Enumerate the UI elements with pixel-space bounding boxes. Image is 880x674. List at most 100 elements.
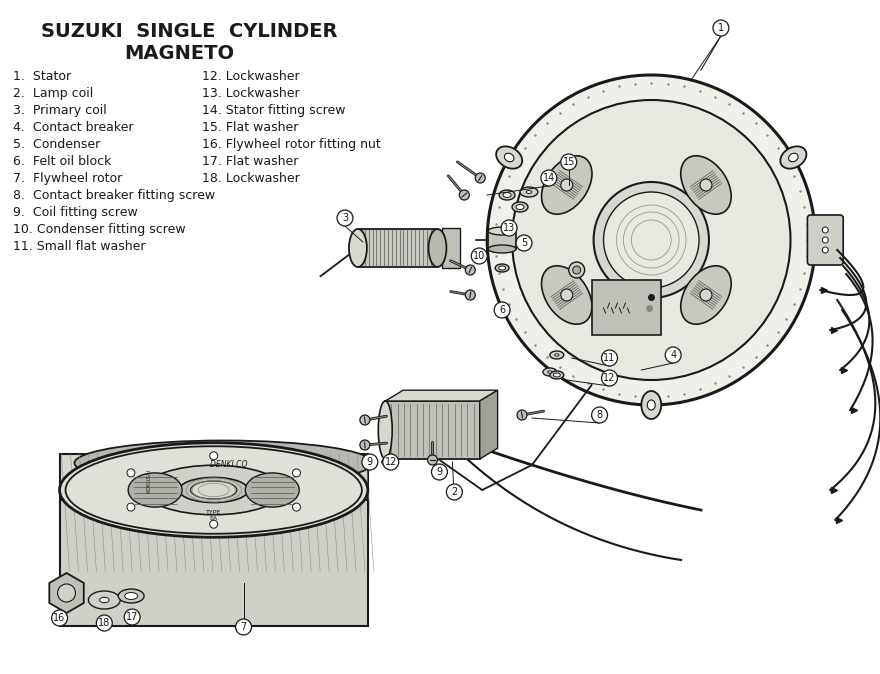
Text: 11. Small flat washer: 11. Small flat washer — [13, 240, 145, 253]
Text: 2.  Lamp coil: 2. Lamp coil — [13, 87, 93, 100]
Text: 12: 12 — [604, 373, 616, 383]
Circle shape — [292, 503, 300, 511]
Circle shape — [360, 440, 370, 450]
Circle shape — [573, 266, 581, 274]
Circle shape — [124, 609, 140, 625]
Polygon shape — [591, 280, 661, 335]
Circle shape — [472, 248, 488, 264]
Ellipse shape — [541, 156, 592, 214]
Text: 10: 10 — [473, 251, 486, 261]
Circle shape — [822, 247, 828, 253]
Circle shape — [475, 173, 485, 183]
Bar — [358, 229, 437, 267]
Circle shape — [568, 262, 584, 278]
Ellipse shape — [488, 245, 516, 253]
Text: 2: 2 — [451, 487, 458, 497]
Circle shape — [561, 154, 576, 170]
Bar — [385, 401, 480, 459]
Circle shape — [541, 170, 557, 186]
Circle shape — [604, 192, 699, 288]
Text: 14. Stator fitting screw: 14. Stator fitting screw — [202, 104, 345, 117]
Ellipse shape — [648, 400, 656, 410]
Text: 1.  Stator: 1. Stator — [13, 70, 71, 83]
Ellipse shape — [550, 351, 564, 359]
Circle shape — [501, 220, 517, 236]
Ellipse shape — [554, 373, 561, 377]
Ellipse shape — [246, 473, 299, 507]
Circle shape — [459, 190, 469, 200]
Ellipse shape — [75, 441, 373, 485]
Ellipse shape — [144, 465, 283, 515]
Text: 8.  Contact breaker fitting screw: 8. Contact breaker fitting screw — [13, 189, 215, 202]
Circle shape — [383, 454, 399, 470]
Text: 15. Flat washer: 15. Flat washer — [202, 121, 298, 134]
Ellipse shape — [179, 477, 248, 503]
Circle shape — [209, 520, 217, 528]
Circle shape — [822, 227, 828, 233]
Circle shape — [127, 503, 135, 511]
Text: 18: 18 — [99, 618, 111, 628]
Text: 1: 1 — [718, 23, 724, 33]
Text: 3: 3 — [342, 213, 348, 223]
Text: 13: 13 — [503, 223, 515, 233]
Text: 15: 15 — [562, 157, 575, 167]
Ellipse shape — [382, 458, 393, 466]
Circle shape — [446, 484, 462, 500]
Circle shape — [236, 619, 252, 635]
Ellipse shape — [499, 266, 506, 270]
Circle shape — [700, 179, 712, 191]
Text: 12. Lockwasher: 12. Lockwasher — [202, 70, 299, 83]
Circle shape — [822, 237, 828, 243]
Ellipse shape — [99, 597, 109, 603]
Text: 17. Flat washer: 17. Flat washer — [202, 155, 298, 168]
Text: 9: 9 — [436, 467, 443, 477]
Circle shape — [495, 302, 510, 318]
Text: 11: 11 — [604, 353, 616, 363]
Ellipse shape — [642, 391, 661, 419]
Text: 5.  Condenser: 5. Condenser — [13, 138, 100, 151]
Text: 17: 17 — [126, 612, 138, 622]
Text: 9: 9 — [367, 457, 373, 467]
Text: 5: 5 — [521, 238, 527, 248]
Text: 4: 4 — [670, 350, 676, 360]
Ellipse shape — [495, 264, 509, 272]
Text: 10. Condenser fitting screw: 10. Condenser fitting screw — [13, 223, 186, 236]
Circle shape — [292, 469, 300, 477]
Circle shape — [602, 350, 618, 366]
Ellipse shape — [191, 481, 237, 499]
Ellipse shape — [378, 401, 392, 459]
Ellipse shape — [499, 190, 515, 200]
Circle shape — [466, 265, 475, 275]
Circle shape — [602, 370, 618, 386]
Circle shape — [337, 210, 353, 226]
Ellipse shape — [385, 460, 391, 464]
FancyBboxPatch shape — [808, 215, 843, 265]
Circle shape — [517, 410, 527, 420]
Circle shape — [665, 347, 681, 363]
Circle shape — [97, 615, 113, 631]
Text: MAGNETO: MAGNETO — [124, 44, 234, 63]
Circle shape — [561, 289, 573, 301]
Ellipse shape — [118, 589, 144, 603]
Ellipse shape — [429, 229, 446, 267]
Ellipse shape — [547, 371, 552, 373]
Ellipse shape — [550, 371, 564, 379]
Polygon shape — [480, 390, 497, 459]
Circle shape — [362, 454, 378, 470]
Ellipse shape — [554, 354, 559, 356]
Text: TYPE
EA: TYPE EA — [206, 510, 222, 520]
Text: 6.  Felt oil block: 6. Felt oil block — [13, 155, 111, 168]
Ellipse shape — [541, 266, 592, 324]
Ellipse shape — [520, 187, 538, 197]
Polygon shape — [385, 390, 497, 401]
Ellipse shape — [504, 153, 514, 162]
Text: 13. Lockwasher: 13. Lockwasher — [202, 87, 299, 100]
Text: 16: 16 — [54, 613, 66, 623]
Ellipse shape — [788, 153, 798, 162]
Circle shape — [516, 235, 532, 251]
Circle shape — [428, 455, 437, 465]
Circle shape — [713, 20, 729, 36]
Text: SUZUKI  SINGLE  CYLINDER: SUZUKI SINGLE CYLINDER — [40, 22, 337, 41]
Text: 6: 6 — [499, 305, 505, 315]
Circle shape — [591, 407, 607, 423]
